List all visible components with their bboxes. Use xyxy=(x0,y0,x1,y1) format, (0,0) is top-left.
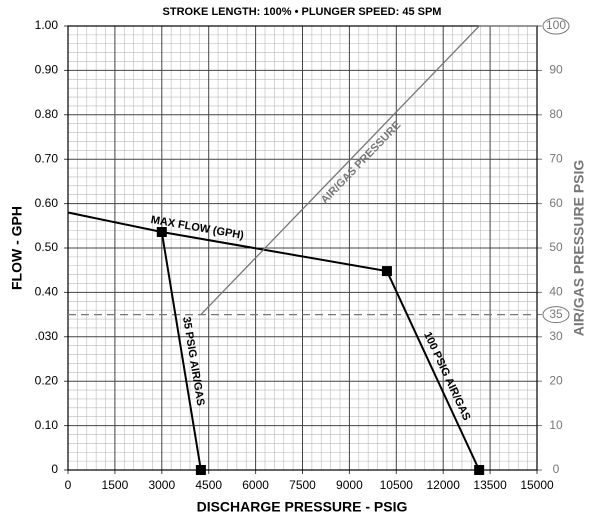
series-label: 100 PSIG AIR/GAS xyxy=(421,330,472,422)
plot-frame xyxy=(67,25,538,471)
tick-circle xyxy=(542,17,570,35)
marker xyxy=(156,227,167,238)
y2-tick-label: 60 xyxy=(549,196,563,210)
x-tick-label: 9000 xyxy=(336,478,363,492)
y2-tick-label: 30 xyxy=(549,329,563,343)
x-tick-label: 4500 xyxy=(195,478,222,492)
series-line xyxy=(160,231,202,471)
marker xyxy=(474,465,485,475)
y-tick-label: 0.20 xyxy=(35,373,59,387)
y2-tick-label: 70 xyxy=(549,151,563,165)
x-tick-label: 7500 xyxy=(289,478,316,492)
y2-tick-label: 10 xyxy=(549,418,563,432)
y2-tick-label: 100 xyxy=(546,18,566,32)
x-tick-label: 6000 xyxy=(242,478,269,492)
y-tick-label: 0.10 xyxy=(35,418,59,432)
series-line xyxy=(386,270,481,471)
y-tick-label: 0 xyxy=(51,462,58,476)
y-tick-label: 0.90 xyxy=(35,63,59,77)
y-axis-label: FLOW - GPH xyxy=(9,206,25,290)
marker xyxy=(195,465,206,475)
y-tick-label: 0.60 xyxy=(35,196,59,210)
y2-tick-label: 35 xyxy=(549,307,563,321)
chart-title: STROKE LENGTH: 100% • PLUNGER SPEED: 45 … xyxy=(163,6,442,18)
y-tick-label: 1.00 xyxy=(35,18,59,32)
y-tick-label: .030 xyxy=(35,329,59,343)
x-tick-label: 15000 xyxy=(520,478,554,492)
x-tick-label: 1500 xyxy=(102,478,129,492)
y-tick-label: 0.70 xyxy=(35,151,59,165)
y2-tick-label: 80 xyxy=(549,107,563,121)
series-line xyxy=(200,25,537,316)
tick-circle xyxy=(542,306,570,324)
y-tick-label: 0.40 xyxy=(35,285,59,299)
marker xyxy=(381,266,392,277)
x-tick-label: 13500 xyxy=(473,478,507,492)
y2-axis-label: AIR/GAS PRESSURE PSIG xyxy=(571,160,587,337)
x-tick-label: 12000 xyxy=(427,478,461,492)
y2-tick-label: 40 xyxy=(549,285,563,299)
x-axis-label: DISCHARGE PRESSURE - PSIG xyxy=(197,499,408,515)
y2-tick-label: 0 xyxy=(553,462,560,476)
y2-tick-label: 90 xyxy=(549,63,563,77)
y2-tick-label: 20 xyxy=(549,373,563,387)
x-tick-label: 3000 xyxy=(148,478,175,492)
y-tick-label: 0.50 xyxy=(35,240,59,254)
x-tick-label: 0 xyxy=(65,478,72,492)
y-tick-label: 0.80 xyxy=(35,107,59,121)
x-tick-label: 10500 xyxy=(380,478,414,492)
y2-tick-label: 50 xyxy=(549,240,563,254)
